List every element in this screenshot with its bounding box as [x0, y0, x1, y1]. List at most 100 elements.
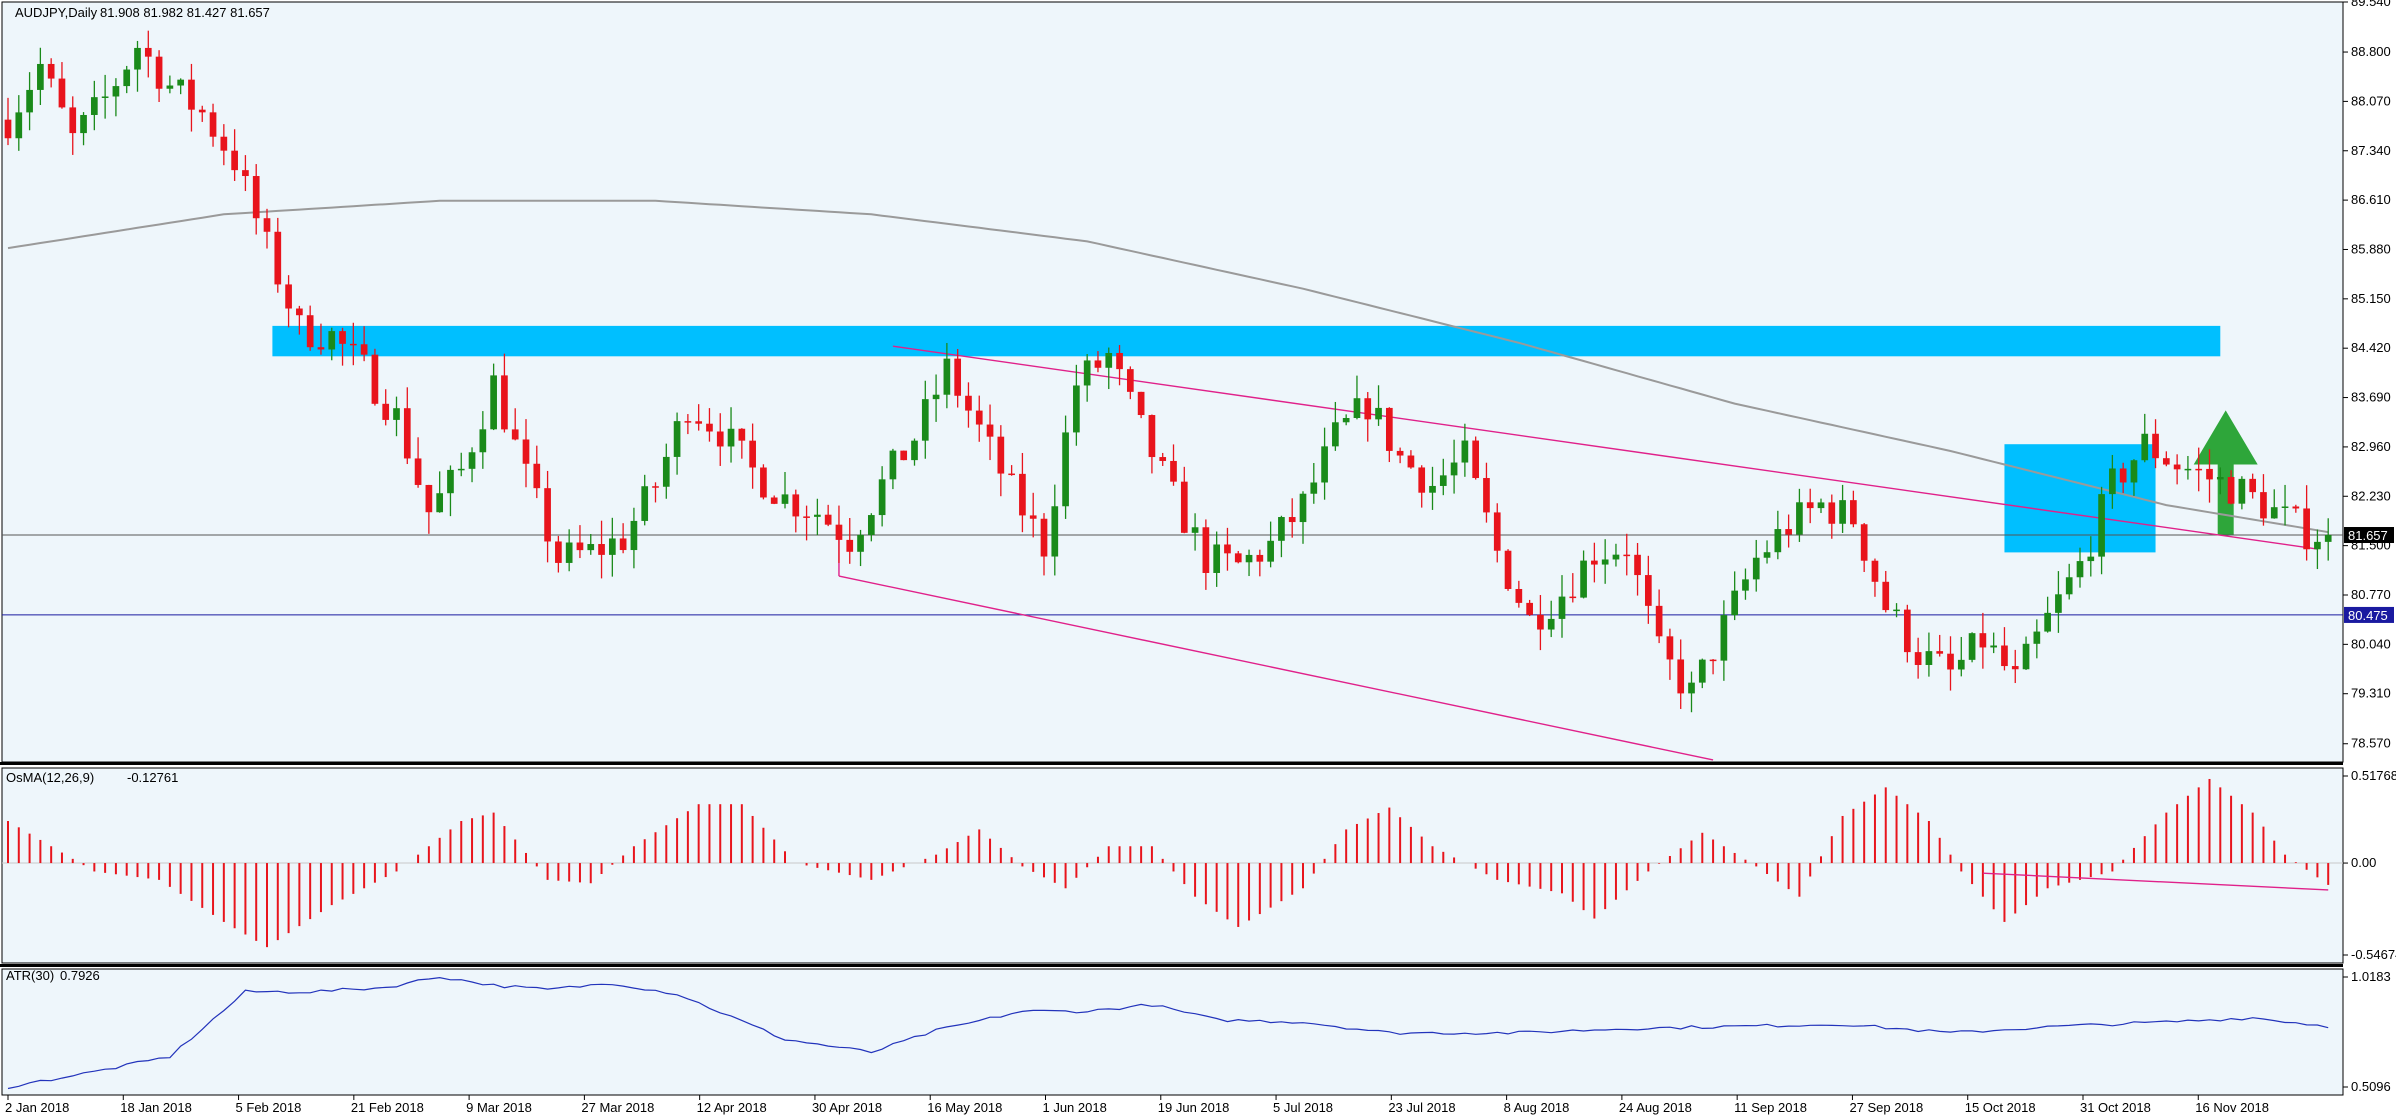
- candle-body: [26, 89, 33, 113]
- candle-body: [1871, 560, 1879, 582]
- candle-body: [1752, 557, 1760, 580]
- candle-body: [641, 486, 649, 521]
- candle-body: [1504, 550, 1512, 589]
- candle-body: [598, 544, 605, 555]
- candle-body: [1990, 645, 1998, 648]
- x-tick-label: 27 Sep 2018: [1849, 1100, 1923, 1115]
- candle-body: [1806, 502, 1814, 509]
- candle-body: [2001, 645, 2008, 667]
- candle-body: [1731, 590, 1739, 616]
- candle-body: [1073, 385, 1080, 433]
- candle-body: [58, 78, 66, 108]
- candle-body: [2141, 433, 2149, 461]
- candle-body: [1580, 560, 1587, 598]
- atr-pane: [1, 968, 2344, 1096]
- candle-body: [1903, 609, 1911, 653]
- candle-body: [1461, 440, 1469, 463]
- candle-body: [1051, 506, 1059, 557]
- y-tick-label: 88.070: [2351, 93, 2391, 108]
- support-price-tag: [2344, 606, 2394, 623]
- candle-body: [878, 479, 886, 516]
- candle-body: [403, 408, 411, 459]
- candle-body: [1742, 579, 1749, 591]
- candle-body: [1159, 457, 1167, 461]
- candle-body: [630, 520, 638, 551]
- candle-body: [1148, 415, 1156, 458]
- candle-body: [285, 284, 292, 309]
- candle-body: [533, 463, 541, 489]
- candle-body: [436, 493, 444, 513]
- candle-body: [900, 450, 908, 461]
- candle-body: [1720, 615, 1728, 661]
- candle-body: [2119, 468, 2127, 483]
- candle-body: [1116, 352, 1123, 370]
- candle-body: [1925, 651, 1933, 665]
- candle-body: [1040, 518, 1048, 557]
- candle-body: [1170, 460, 1177, 482]
- candle-body: [1882, 581, 1890, 611]
- ohlc-readout: 81.908 81.982 81.427 81.657: [100, 5, 270, 20]
- candle-body: [587, 544, 595, 551]
- candle-body: [2216, 476, 2224, 480]
- candle-body: [188, 79, 195, 110]
- candle-body: [80, 114, 87, 134]
- candle-body: [1342, 418, 1350, 423]
- x-tick-label: 18 Jan 2018: [120, 1100, 192, 1115]
- candle-body: [1332, 422, 1339, 447]
- candle-body: [1407, 455, 1415, 468]
- candle-body: [1709, 659, 1717, 662]
- osma-tick-label: 0.51768: [2351, 768, 2396, 783]
- candle-body: [522, 439, 530, 464]
- x-tick-label: 5 Jul 2018: [1273, 1100, 1333, 1115]
- candle-body: [339, 331, 346, 344]
- candle-body: [1537, 614, 1544, 630]
- candle-body: [1796, 502, 1803, 535]
- candle-body: [360, 344, 368, 355]
- candle-body: [2195, 468, 2203, 471]
- candle-body: [1785, 529, 1792, 535]
- candle-body: [382, 403, 390, 420]
- candle-body: [317, 347, 325, 350]
- candle-body: [2076, 561, 2084, 578]
- candle-body: [134, 47, 141, 70]
- x-tick-label: 5 Feb 2018: [236, 1100, 302, 1115]
- candle-body: [2281, 506, 2289, 508]
- candle-body: [781, 494, 789, 504]
- x-tick-label: 8 Aug 2018: [1504, 1100, 1570, 1115]
- candle-body: [1278, 517, 1285, 541]
- candle-body: [101, 96, 109, 98]
- candle-body: [1666, 636, 1674, 660]
- candle-body: [479, 429, 487, 453]
- candle-body: [209, 112, 217, 137]
- atr-value: 0.7926: [60, 968, 100, 983]
- candle-body: [1439, 475, 1447, 486]
- candle-body: [220, 136, 228, 151]
- x-tick-label: 31 Oct 2018: [2080, 1100, 2151, 1115]
- y-tick-label: 83.690: [2351, 390, 2391, 405]
- candle-body: [1299, 493, 1307, 523]
- candle-body: [457, 468, 465, 471]
- candle-body: [1224, 544, 1231, 554]
- candle-body: [1644, 575, 1652, 606]
- candle-body: [1245, 554, 1253, 563]
- y-tick-label: 82.960: [2351, 439, 2391, 454]
- osma-tick-label: 0.00: [2351, 855, 2376, 870]
- atr-tick-label: 0.5096: [2351, 1079, 2391, 1094]
- candle-body: [889, 450, 897, 480]
- candle-body: [177, 79, 185, 86]
- moving-average-line: [7, 199, 2329, 534]
- candle-body: [738, 428, 746, 441]
- candle-body: [1008, 473, 1015, 476]
- candle-body: [425, 484, 433, 513]
- candle-body: [166, 85, 174, 89]
- candle-body: [1623, 554, 1631, 557]
- candle-body: [1375, 407, 1382, 420]
- candle-body: [1698, 659, 1706, 683]
- consolidation-box: [2004, 444, 2156, 553]
- y-tick-label: 89.540: [2351, 0, 2391, 9]
- x-tick-label: 9 Mar 2018: [466, 1100, 532, 1115]
- candle-body: [447, 469, 454, 494]
- candle-body: [555, 541, 562, 563]
- y-tick-label: 85.150: [2351, 291, 2391, 306]
- candle-body: [2044, 612, 2051, 632]
